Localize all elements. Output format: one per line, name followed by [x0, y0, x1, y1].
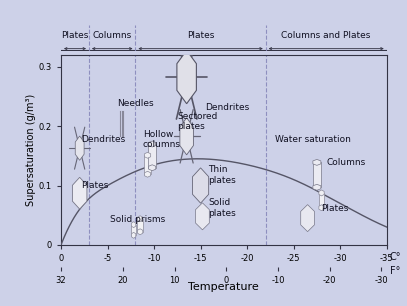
- Polygon shape: [131, 222, 136, 228]
- Polygon shape: [196, 203, 209, 230]
- Polygon shape: [144, 152, 151, 158]
- Text: Water saturation: Water saturation: [275, 135, 351, 144]
- Polygon shape: [149, 165, 156, 171]
- Text: F°: F°: [390, 266, 400, 276]
- Polygon shape: [319, 190, 324, 196]
- Text: Dendrites: Dendrites: [81, 135, 126, 144]
- Text: Plates: Plates: [81, 181, 109, 190]
- Bar: [144, 155, 151, 174]
- Text: C°: C°: [390, 252, 401, 262]
- Polygon shape: [144, 171, 151, 177]
- Text: Sectored
plates: Sectored plates: [177, 112, 218, 131]
- Text: Solid
plates: Solid plates: [208, 198, 236, 218]
- Text: Dendrites: Dendrites: [205, 103, 249, 112]
- Polygon shape: [319, 205, 324, 211]
- Text: Plates: Plates: [322, 203, 349, 213]
- Text: Solid prisms: Solid prisms: [110, 215, 165, 224]
- Bar: [319, 193, 324, 208]
- Polygon shape: [149, 141, 156, 147]
- Polygon shape: [72, 177, 87, 209]
- Y-axis label: Supersaturation (g/m³): Supersaturation (g/m³): [26, 94, 36, 206]
- Text: Hollow
columns: Hollow columns: [143, 129, 181, 149]
- Polygon shape: [193, 168, 209, 203]
- Polygon shape: [180, 118, 193, 155]
- X-axis label: Temperature: Temperature: [188, 282, 259, 292]
- Text: Columns: Columns: [326, 159, 365, 167]
- Bar: [149, 144, 156, 168]
- Polygon shape: [313, 159, 321, 165]
- Polygon shape: [75, 136, 84, 160]
- Polygon shape: [301, 205, 315, 232]
- Text: Thin
plates: Thin plates: [208, 165, 236, 185]
- Bar: [131, 225, 136, 235]
- Polygon shape: [138, 216, 143, 222]
- Polygon shape: [177, 50, 197, 104]
- Bar: [137, 219, 143, 232]
- Bar: [313, 162, 321, 187]
- Polygon shape: [131, 232, 136, 238]
- Text: Needles: Needles: [117, 99, 153, 108]
- Polygon shape: [313, 184, 321, 190]
- Polygon shape: [138, 229, 143, 235]
